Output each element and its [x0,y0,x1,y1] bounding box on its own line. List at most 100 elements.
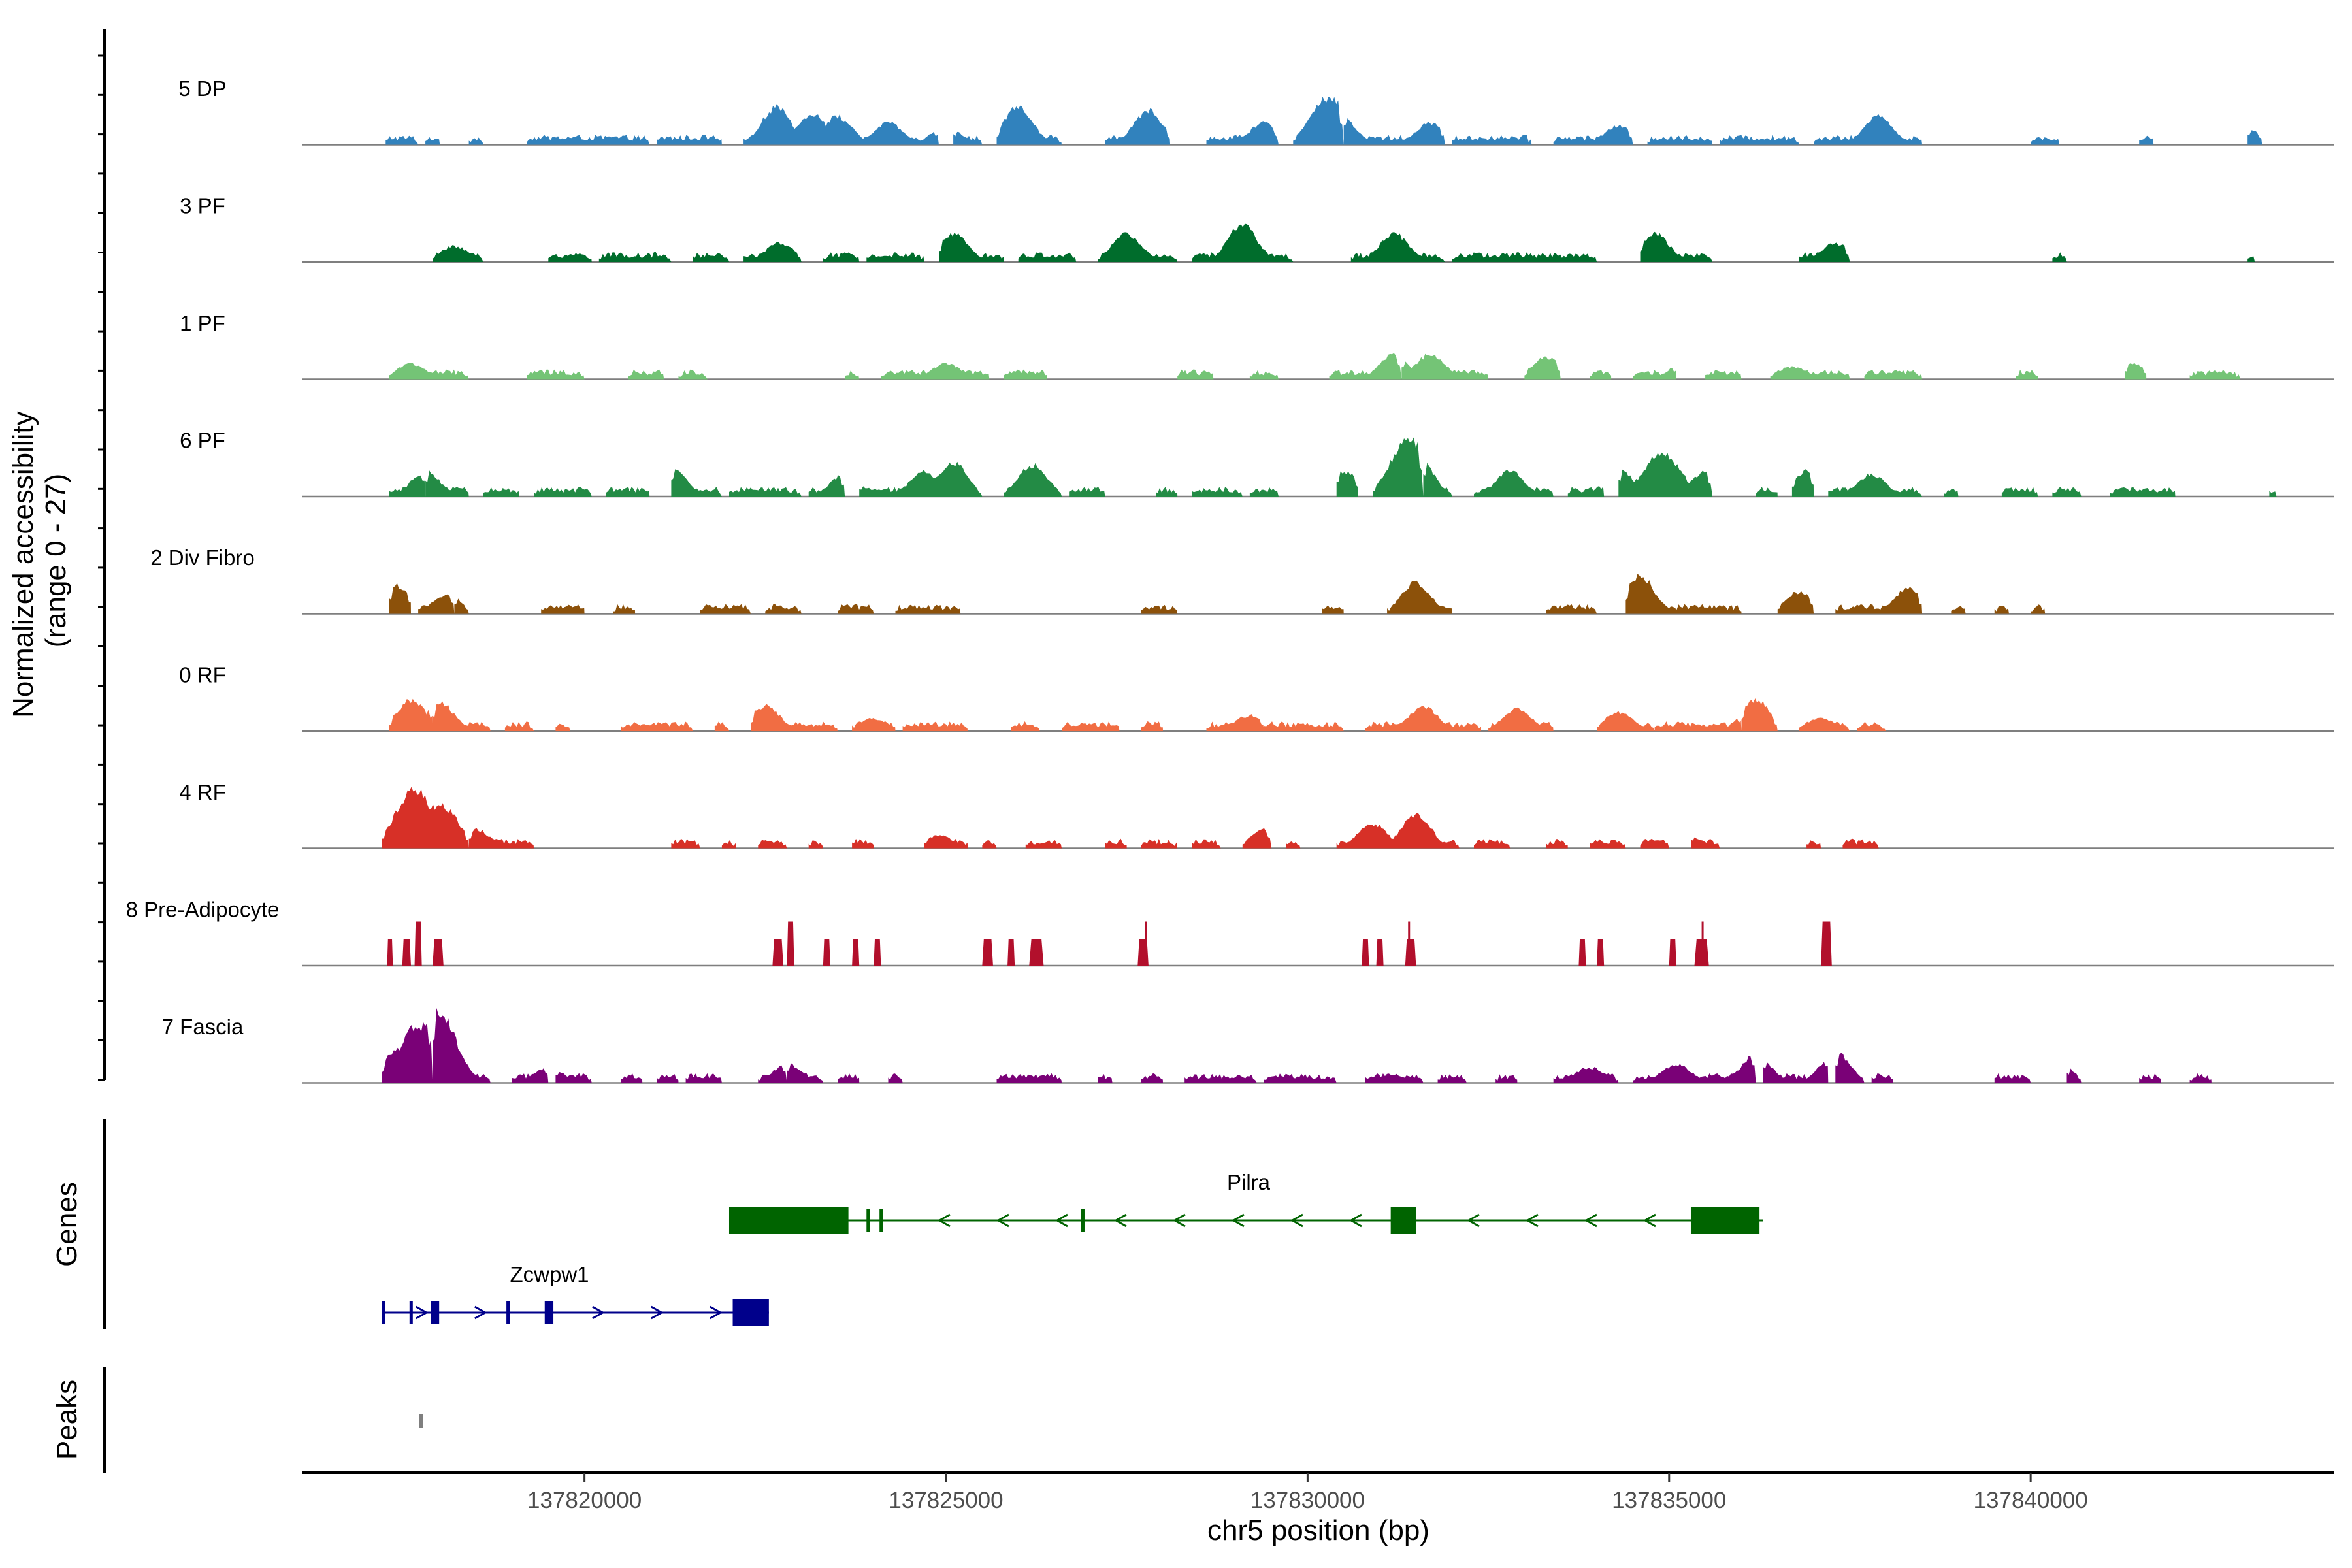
coverage-area [468,137,483,145]
coverage-area [1799,242,1850,262]
coverage-area [2066,1068,2082,1083]
coverage-area [1994,1073,2031,1083]
track-label: 1 PF [180,311,225,335]
coverage-area [1098,1073,1113,1083]
x-axis-title: chr5 position (bp) [1207,1514,1429,1546]
coverage-area [389,583,411,614]
coverage-area [1799,717,1850,731]
coverage-area [1343,118,1445,145]
coverage-area [671,838,700,849]
gene-exon [732,1299,769,1326]
coverage-area [1373,437,1424,497]
coverage-area [1249,370,1279,380]
gene-exon [506,1301,510,1324]
track-label: 6 PF [180,429,225,453]
coverage-area [2247,130,2262,145]
coverage-area [512,1068,549,1083]
coverage-area [1437,1074,1467,1083]
coverage-area [953,131,983,145]
coverage-area [1156,487,1178,497]
coverage-area [1705,370,1742,380]
coverage-area [1633,1056,1756,1083]
gene-strand-chevron [651,1305,664,1320]
track-label: 8 Pre-Adipocyte [126,898,280,922]
coverage-area [1452,135,1532,145]
track-5-dp: 5 DP [178,76,2334,146]
coverage-area [2189,1073,2212,1083]
x-tick-label: 137820000 [527,1488,642,1513]
coverage-area [657,135,722,145]
coverage-area [996,105,1062,145]
coverage-area [1806,840,1821,849]
peak-region [419,1414,423,1428]
gene-strand-chevron [416,1305,429,1320]
coverage-area [1192,487,1243,497]
coverage-area [433,701,491,731]
coverage-area [613,604,636,614]
coverage-block [1597,939,1605,966]
coverage-block [982,939,993,966]
genes-panel-title: Genes [51,1182,83,1267]
coverage-area [555,723,570,731]
coverage-area [1329,353,1402,380]
coverage-area [1633,368,1676,380]
coverage-block [1578,939,1586,966]
coverage-area [787,1063,823,1083]
coverage-area [534,487,592,497]
coverage-area [2189,369,2241,380]
coverage-area [1206,121,1279,145]
coverage-area [721,840,737,849]
coverage-area [2052,252,2067,262]
coverage-area [1365,1073,1424,1083]
peak-spike [1145,921,1147,966]
coverage-area [1452,252,1597,262]
coverage-area [1141,604,1178,614]
coverage-area [1141,838,1178,849]
coverage-area [425,137,440,145]
coverage-tracks: 5 DP 3 PF 1 PF 6 PF 2 Div Fibro 0 RF 4 RF 8 Pre… [126,76,2334,1084]
gene-annotations: Pilra Zcwpw1 [382,1170,1763,1326]
coverage-area [1025,840,1062,849]
coverage-area [1640,231,1713,262]
y-axis-title: Normalized accessibility (range 0 - 27) [7,403,72,718]
coverage-area [1590,839,1626,849]
coverage-area [1590,370,1612,380]
coverage-area [2031,604,2046,614]
coverage-area [1597,711,1655,731]
track-8-pre-adipocyte: 8 Pre-Adipocyte [126,898,2334,967]
coverage-block [787,921,794,966]
coverage-area [1835,587,1923,614]
coverage-area [902,721,968,731]
coverage-area [598,252,672,262]
coverage-area [1777,591,1814,614]
track-1-pf: 1 PF [180,311,2334,380]
coverage-area [1336,813,1460,849]
coverage-area [1524,356,1561,380]
x-tick-label: 137835000 [1612,1488,1726,1513]
coverage-area [1105,838,1127,849]
gene-strand-chevron [1642,1213,1656,1228]
gene-exon [1081,1209,1085,1232]
gene-strand-chevron [1172,1213,1186,1228]
gene-exon [728,1207,849,1234]
x-axis-ticks: 137820000 137825000 137830000 137835000 1378… [527,1473,2088,1513]
coverage-area [1206,714,1264,731]
coverage-area [425,470,469,497]
coverage-area [1994,606,2009,614]
coverage-area [845,370,860,380]
coverage-area [729,487,802,497]
coverage-area [751,704,838,731]
gene-strand-chevron [1525,1213,1539,1228]
coverage-area [700,604,751,614]
coverage-area [527,369,585,380]
gene-pilra: Pilra [728,1170,1763,1234]
coverage-block [402,939,412,966]
coverage-area [1293,97,1344,145]
coverage-area [1791,469,1814,497]
coverage-area [1365,706,1481,731]
coverage-area [389,475,426,497]
gene-strand-chevron [592,1305,605,1320]
coverage-area [1264,721,1344,731]
gene-name-label: Pilra [1227,1170,1271,1194]
